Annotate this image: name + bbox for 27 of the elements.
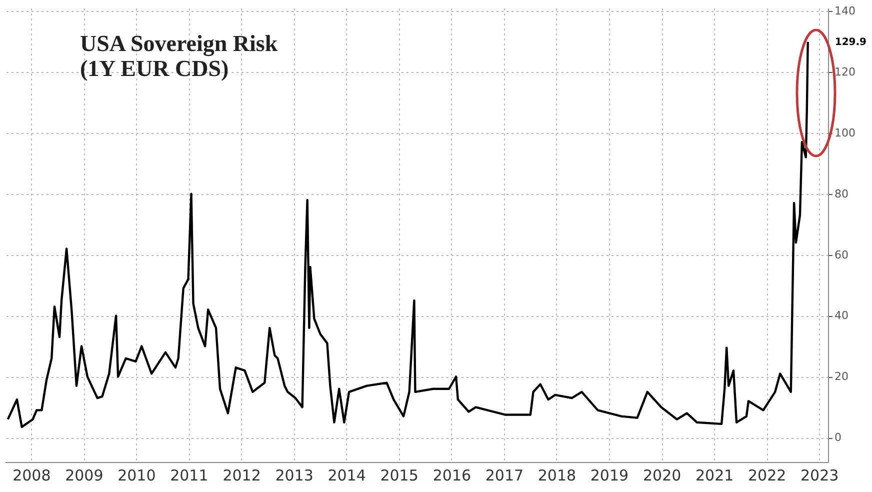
x-tick-label: 2012 [222, 466, 261, 484]
text: (1Y EUR CDS) [80, 56, 229, 82]
x-tick-label: 2022 [748, 466, 786, 484]
x-tick-label: 2014 [328, 466, 366, 484]
y-tick-label: 60 [834, 248, 848, 262]
x-tick-label: 2021 [695, 466, 734, 484]
y-tick-label: 20 [834, 370, 848, 384]
y-tick-label: 140 [834, 4, 856, 18]
x-tick-label: 2015 [380, 466, 418, 484]
x-tick-label: 2020 [642, 466, 682, 484]
x-tick-label: 2009 [65, 466, 104, 484]
x-tick-label: 2023 [800, 466, 839, 484]
annotation: 129.9 [834, 36, 867, 48]
x-tick-label: 2017 [485, 466, 524, 484]
y-tick-label: 100 [834, 126, 856, 140]
y-tick-label: 80 [834, 187, 848, 200]
x-tick-label: 2019 [590, 466, 629, 484]
x-tick-label: 2018 [538, 466, 576, 484]
y-tick-label: 120 [834, 65, 856, 78]
y-tick-label: 0 [834, 431, 842, 444]
x-tick-label: 2011 [170, 466, 208, 484]
x-tick-label: 2013 [275, 466, 314, 484]
x-tick-label: 2016 [432, 466, 472, 484]
y-tick-label: 40 [834, 309, 848, 322]
x-tick-label: 2010 [118, 466, 156, 484]
x-tick-label: 2008 [12, 466, 51, 484]
text: USA Sovereign Risk [80, 31, 278, 58]
